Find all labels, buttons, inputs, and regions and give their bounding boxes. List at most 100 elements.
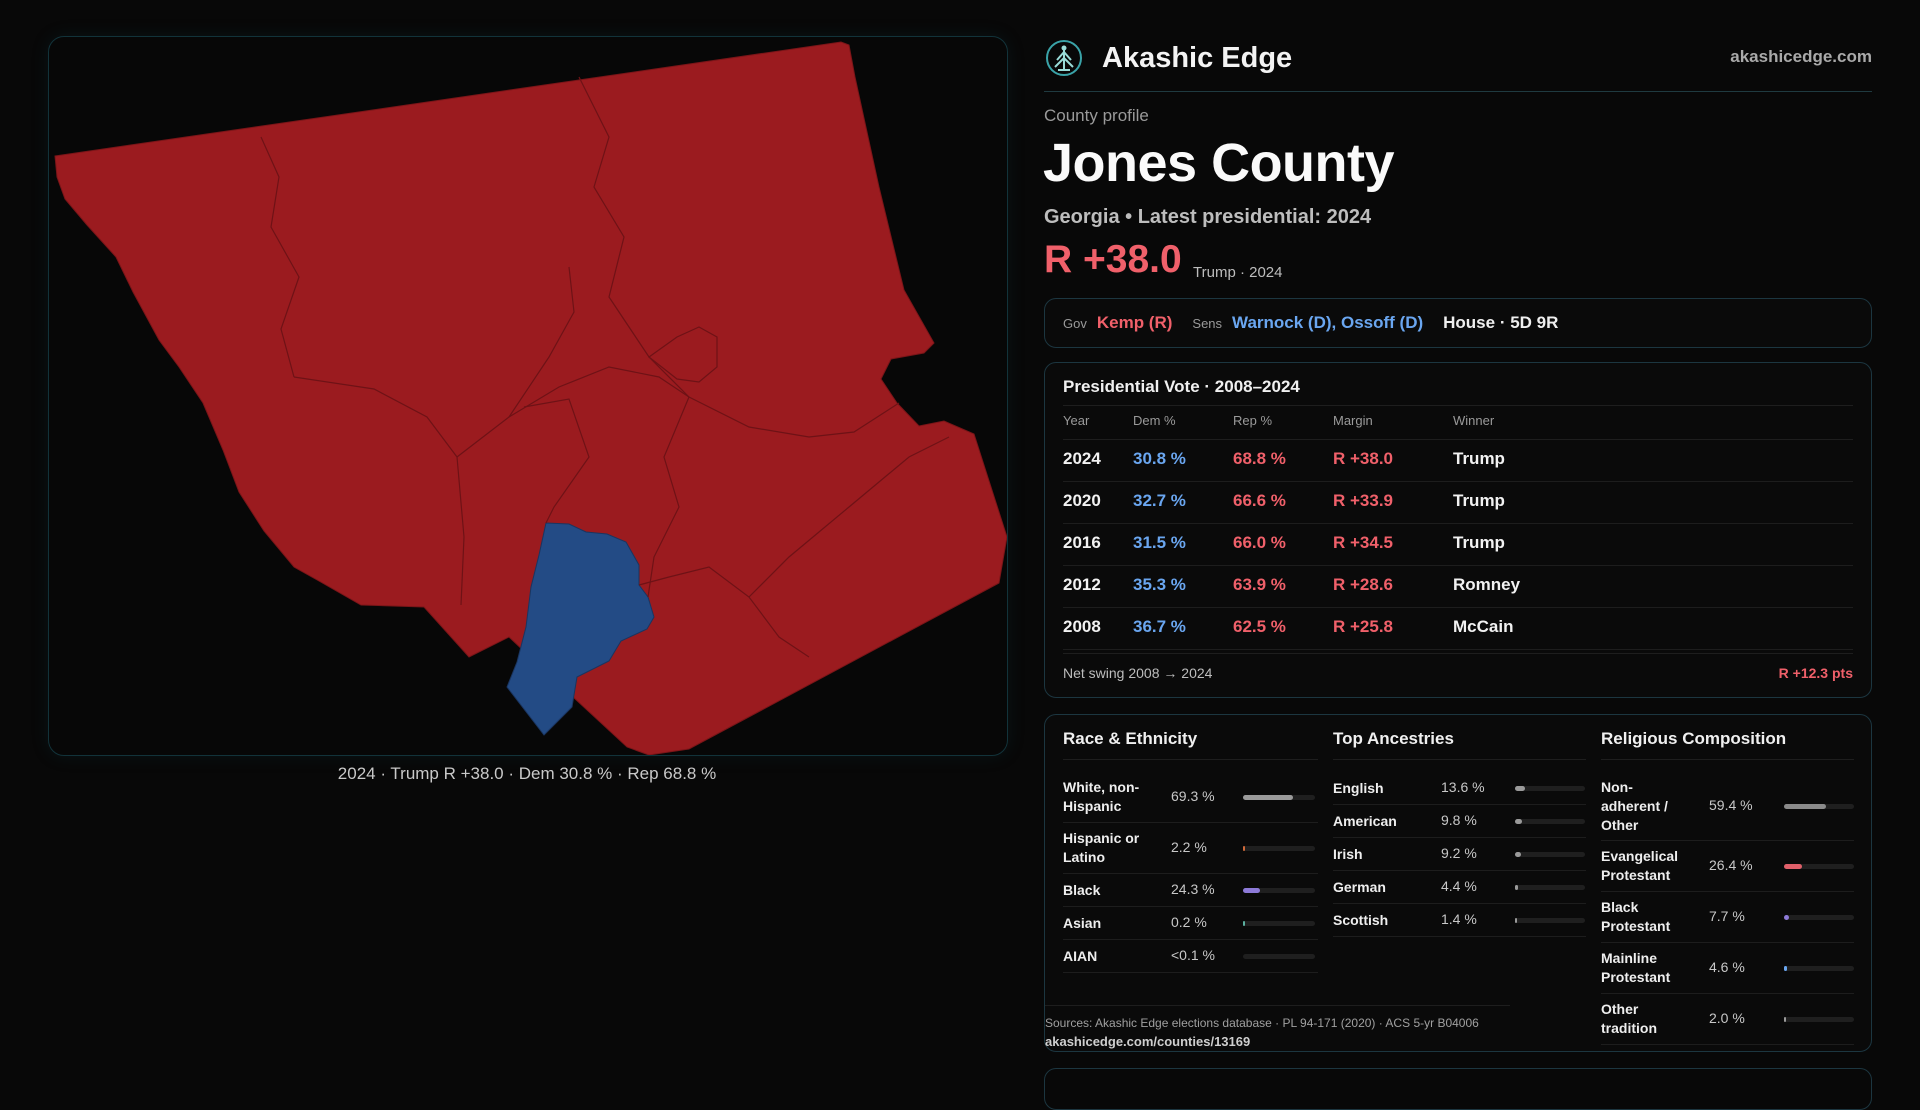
item-label: German	[1333, 878, 1386, 895]
item-value: <0.1 %	[1171, 947, 1215, 963]
divider	[1063, 405, 1853, 406]
list-item: Evangelical Protestant 26.4 %	[1601, 841, 1854, 892]
list-item: Other tradition 2.0 %	[1601, 994, 1854, 1045]
item-value: 9.8 %	[1441, 812, 1477, 828]
dem-pct-cell: 32.7 %	[1133, 491, 1186, 510]
item-value: 2.0 %	[1709, 1010, 1745, 1026]
share-bar-fill	[1243, 888, 1261, 893]
rep-pct-cell: 63.9 %	[1233, 575, 1286, 594]
item-label: Non-adherent / Other	[1601, 778, 1668, 833]
list-item: White, non-Hispanic 69.3 %	[1063, 772, 1318, 823]
precinct-dem[interactable]	[506, 522, 655, 736]
share-bar-fill	[1515, 786, 1525, 791]
winner-cell: McCain	[1453, 617, 1514, 636]
col-header-rep: Rep %	[1233, 413, 1273, 428]
officials-card: Gov Kemp (R) Sens Warnock (D), Ossoff (D…	[1044, 298, 1872, 348]
share-bar	[1515, 819, 1585, 824]
item-value: 24.3 %	[1171, 881, 1215, 897]
county-subtitle: Georgia • Latest presidential: 2024	[1044, 206, 1372, 228]
item-label: Irish	[1333, 845, 1363, 862]
dem-pct-cell: 35.3 %	[1133, 575, 1186, 594]
list-item: Scottish 1.4 %	[1333, 904, 1586, 937]
item-label: AIAN	[1063, 947, 1098, 964]
table-row: 2012 35.3 % 63.9 % R +28.6 Romney	[1063, 565, 1853, 608]
margin-cell: R +33.9	[1333, 491, 1394, 510]
share-bar	[1515, 918, 1585, 923]
share-bar	[1784, 804, 1854, 809]
item-value: 59.4 %	[1709, 797, 1753, 813]
list-item: Hispanic or Latino 2.2 %	[1063, 823, 1318, 874]
share-bar-fill	[1784, 1017, 1786, 1022]
dem-pct-cell: 30.8 %	[1133, 449, 1186, 468]
margin-cell: R +38.0	[1333, 449, 1394, 468]
col-header-dem: Dem %	[1133, 413, 1176, 428]
share-bar	[1784, 966, 1854, 971]
map-caption: 2024 · Trump R +38.0 · Dem 30.8 % · Rep …	[337, 764, 717, 783]
list-item: Black 24.3 %	[1063, 874, 1318, 907]
precinct-borders	[260, 76, 950, 658]
list-item: Irish 9.2 %	[1333, 838, 1586, 871]
item-label: American	[1333, 812, 1397, 829]
item-value: 4.6 %	[1709, 959, 1745, 975]
sources-text: Sources: Akashic Edge elections database…	[1045, 1016, 1479, 1030]
dem-pct-cell: 31.5 %	[1133, 533, 1186, 552]
list-item: American 9.8 %	[1333, 805, 1586, 838]
net-swing-value: R +12.3 pts	[1778, 665, 1853, 681]
share-bar	[1784, 915, 1854, 920]
rep-pct-cell: 66.6 %	[1233, 491, 1286, 510]
item-label: Mainline Protestant	[1601, 950, 1671, 985]
item-value: 7.7 %	[1709, 908, 1745, 924]
list-item: Asian 0.2 %	[1063, 907, 1318, 940]
gov-label: Gov	[1063, 315, 1087, 331]
table-row: 2024 30.8 % 68.8 % R +38.0 Trump	[1063, 439, 1853, 482]
item-value: 13.6 %	[1441, 779, 1485, 795]
year-cell: 2008	[1063, 617, 1101, 636]
brand-name: Akashic Edge	[1102, 41, 1293, 74]
item-value: 4.4 %	[1441, 878, 1477, 894]
margin-cell: R +34.5	[1333, 533, 1394, 552]
dem-pct-cell: 36.7 %	[1133, 617, 1186, 636]
share-bar	[1243, 795, 1315, 800]
brand[interactable]: Akashic Edge	[1044, 36, 1292, 80]
share-bar-fill	[1515, 918, 1517, 923]
demographics-card: Race & Ethnicity White, non-Hispanic 69.3 …	[1044, 714, 1872, 1052]
county-map[interactable]	[48, 36, 1008, 756]
share-bar	[1243, 921, 1315, 926]
sources-note: Sources: Akashic Edge elections database…	[1045, 1005, 1510, 1049]
headline-margin: R +38.0	[1044, 238, 1182, 281]
table-row: 2020 32.7 % 66.6 % R +33.9 Trump	[1063, 481, 1853, 524]
eyebrow-label: County profile	[1044, 106, 1149, 125]
share-bar	[1515, 852, 1585, 857]
sources-url-link[interactable]: akashicedge.com/counties/13169	[1045, 1034, 1251, 1049]
list-item: Non-adherent / Other 59.4 %	[1601, 772, 1854, 841]
item-value: 69.3 %	[1171, 788, 1215, 804]
site-url-link[interactable]: akashicedge.com	[1730, 47, 1872, 66]
rep-pct-cell: 62.5 %	[1233, 617, 1286, 636]
race-ethnicity-section: Race & Ethnicity White, non-Hispanic 69.3 …	[1063, 729, 1318, 973]
county-map-svg	[54, 41, 1007, 755]
table-row: 2016 31.5 % 66.0 % R +34.5 Trump	[1063, 523, 1853, 566]
item-value: 0.2 %	[1171, 914, 1207, 930]
item-label: Evangelical Protestant	[1601, 848, 1679, 883]
list-item: AIAN <0.1 %	[1063, 940, 1318, 973]
governor-value: Kemp (R)	[1096, 313, 1173, 332]
item-value: 2.2 %	[1171, 839, 1207, 855]
item-value: 1.4 %	[1441, 911, 1477, 927]
item-label: White, non-Hispanic	[1063, 779, 1140, 814]
item-label: Asian	[1063, 914, 1102, 931]
table-row: 2008 36.7 % 62.5 % R +25.8 McCain	[1063, 607, 1853, 650]
item-label: Black	[1063, 881, 1101, 898]
item-value: 9.2 %	[1441, 845, 1477, 861]
share-bar-fill	[1784, 966, 1788, 971]
share-bar-fill	[1515, 819, 1522, 824]
share-bar-fill	[1515, 885, 1519, 890]
religion-title: Religious Composition	[1601, 729, 1854, 760]
rep-pct-cell: 66.0 %	[1233, 533, 1286, 552]
winner-cell: Trump	[1453, 533, 1505, 552]
rep-pct-cell: 68.8 %	[1233, 449, 1286, 468]
net-swing-label: Net swing 2008 → 2024	[1063, 665, 1213, 681]
share-bar-fill	[1243, 846, 1245, 851]
presidential-vote-card: Presidential Vote · 2008–2024 Year Dem %…	[1044, 362, 1872, 698]
margin-cell: R +28.6	[1333, 575, 1394, 594]
year-cell: 2020	[1063, 491, 1101, 510]
